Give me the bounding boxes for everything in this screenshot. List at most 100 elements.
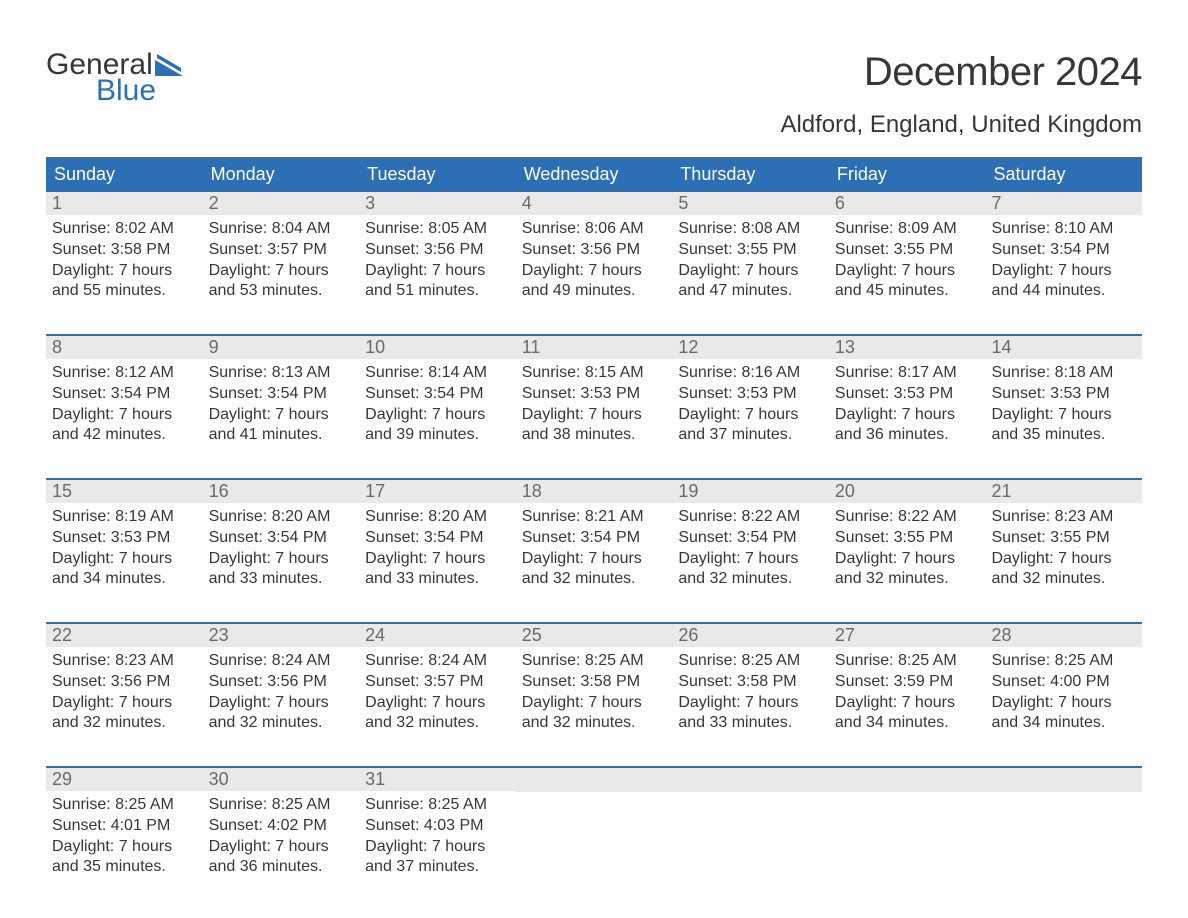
- day-body: Sunrise: 8:02 AMSunset: 3:58 PMDaylight:…: [46, 215, 203, 312]
- day-d1-line: Daylight: 7 hours: [52, 405, 197, 426]
- day-cell: [672, 768, 829, 900]
- day-d1-line: Daylight: 7 hours: [52, 693, 197, 714]
- dow-cell: Saturday: [985, 157, 1142, 192]
- day-body: Sunrise: 8:24 AMSunset: 3:57 PMDaylight:…: [359, 647, 516, 744]
- day-number: 31: [365, 769, 385, 789]
- day-number-bar: 4: [516, 192, 673, 215]
- day-body: Sunrise: 8:23 AMSunset: 3:56 PMDaylight:…: [46, 647, 203, 744]
- day-sunrise-line: Sunrise: 8:25 AM: [991, 651, 1136, 672]
- day-sunset-line: Sunset: 4:03 PM: [365, 816, 510, 837]
- day-sunrise-line: Sunrise: 8:06 AM: [522, 219, 667, 240]
- day-number-bar: 8: [46, 336, 203, 359]
- day-number: 30: [209, 769, 229, 789]
- day-cell: 18Sunrise: 8:21 AMSunset: 3:54 PMDayligh…: [516, 480, 673, 612]
- day-d1-line: Daylight: 7 hours: [209, 693, 354, 714]
- day-d1-line: Daylight: 7 hours: [365, 693, 510, 714]
- location-subtitle: Aldford, England, United Kingdom: [780, 111, 1142, 139]
- day-number: 23: [209, 625, 229, 645]
- day-d1-line: Daylight: 7 hours: [835, 549, 980, 570]
- day-number-bar: 17: [359, 480, 516, 503]
- day-d1-line: Daylight: 7 hours: [522, 405, 667, 426]
- day-cell: 19Sunrise: 8:22 AMSunset: 3:54 PMDayligh…: [672, 480, 829, 612]
- header: General Blue December 2024 Aldford, Engl…: [46, 50, 1142, 151]
- day-sunset-line: Sunset: 3:58 PM: [52, 240, 197, 261]
- day-sunrise-line: Sunrise: 8:23 AM: [52, 651, 197, 672]
- day-cell: 14Sunrise: 8:18 AMSunset: 3:53 PMDayligh…: [985, 336, 1142, 468]
- day-body: Sunrise: 8:06 AMSunset: 3:56 PMDaylight:…: [516, 215, 673, 312]
- day-body: Sunrise: 8:25 AMSunset: 3:58 PMDaylight:…: [516, 647, 673, 744]
- day-cell: 6Sunrise: 8:09 AMSunset: 3:55 PMDaylight…: [829, 192, 986, 324]
- day-cell: 24Sunrise: 8:24 AMSunset: 3:57 PMDayligh…: [359, 624, 516, 756]
- day-d2-line: and 41 minutes.: [209, 425, 354, 446]
- day-body: Sunrise: 8:14 AMSunset: 3:54 PMDaylight:…: [359, 359, 516, 456]
- day-sunset-line: Sunset: 4:02 PM: [209, 816, 354, 837]
- day-cell: 11Sunrise: 8:15 AMSunset: 3:53 PMDayligh…: [516, 336, 673, 468]
- day-body: Sunrise: 8:25 AMSunset: 4:01 PMDaylight:…: [46, 791, 203, 888]
- day-cell: [985, 768, 1142, 900]
- day-number-bar: 15: [46, 480, 203, 503]
- day-cell: 17Sunrise: 8:20 AMSunset: 3:54 PMDayligh…: [359, 480, 516, 612]
- day-d1-line: Daylight: 7 hours: [678, 261, 823, 282]
- day-number: 7: [991, 193, 1001, 213]
- day-sunset-line: Sunset: 3:58 PM: [522, 672, 667, 693]
- day-d2-line: and 53 minutes.: [209, 281, 354, 302]
- day-d1-line: Daylight: 7 hours: [365, 549, 510, 570]
- day-d2-line: and 35 minutes.: [991, 425, 1136, 446]
- day-sunset-line: Sunset: 3:56 PM: [52, 672, 197, 693]
- day-sunrise-line: Sunrise: 8:09 AM: [835, 219, 980, 240]
- day-sunset-line: Sunset: 3:55 PM: [991, 528, 1136, 549]
- day-sunrise-line: Sunrise: 8:20 AM: [209, 507, 354, 528]
- day-number-bar: 22: [46, 624, 203, 647]
- day-cell: 8Sunrise: 8:12 AMSunset: 3:54 PMDaylight…: [46, 336, 203, 468]
- day-sunrise-line: Sunrise: 8:25 AM: [678, 651, 823, 672]
- day-sunset-line: Sunset: 3:57 PM: [365, 672, 510, 693]
- day-d2-line: and 39 minutes.: [365, 425, 510, 446]
- day-d1-line: Daylight: 7 hours: [52, 549, 197, 570]
- day-d1-line: Daylight: 7 hours: [678, 549, 823, 570]
- day-cell: 16Sunrise: 8:20 AMSunset: 3:54 PMDayligh…: [203, 480, 360, 612]
- week-row: 15Sunrise: 8:19 AMSunset: 3:53 PMDayligh…: [46, 478, 1142, 612]
- day-number: 4: [522, 193, 532, 213]
- day-cell: 21Sunrise: 8:23 AMSunset: 3:55 PMDayligh…: [985, 480, 1142, 612]
- day-number-bar: 18: [516, 480, 673, 503]
- day-d2-line: and 38 minutes.: [522, 425, 667, 446]
- day-d1-line: Daylight: 7 hours: [991, 261, 1136, 282]
- day-number: 27: [835, 625, 855, 645]
- day-number: 2: [209, 193, 219, 213]
- day-body: Sunrise: 8:20 AMSunset: 3:54 PMDaylight:…: [359, 503, 516, 600]
- day-cell: 23Sunrise: 8:24 AMSunset: 3:56 PMDayligh…: [203, 624, 360, 756]
- day-d1-line: Daylight: 7 hours: [209, 837, 354, 858]
- day-cell: [516, 768, 673, 900]
- day-of-week-header: SundayMondayTuesdayWednesdayThursdayFrid…: [46, 157, 1142, 192]
- day-d2-line: and 34 minutes.: [835, 713, 980, 734]
- day-d1-line: Daylight: 7 hours: [991, 549, 1136, 570]
- day-sunrise-line: Sunrise: 8:25 AM: [835, 651, 980, 672]
- day-cell: 4Sunrise: 8:06 AMSunset: 3:56 PMDaylight…: [516, 192, 673, 324]
- day-d1-line: Daylight: 7 hours: [835, 405, 980, 426]
- day-number: 12: [678, 337, 698, 357]
- day-cell: 1Sunrise: 8:02 AMSunset: 3:58 PMDaylight…: [46, 192, 203, 324]
- day-sunrise-line: Sunrise: 8:24 AM: [365, 651, 510, 672]
- day-sunset-line: Sunset: 3:54 PM: [365, 528, 510, 549]
- week-row: 1Sunrise: 8:02 AMSunset: 3:58 PMDaylight…: [46, 192, 1142, 324]
- day-number: 24: [365, 625, 385, 645]
- day-cell: 28Sunrise: 8:25 AMSunset: 4:00 PMDayligh…: [985, 624, 1142, 756]
- day-number: 13: [835, 337, 855, 357]
- day-d1-line: Daylight: 7 hours: [522, 693, 667, 714]
- day-sunset-line: Sunset: 4:00 PM: [991, 672, 1136, 693]
- day-sunrise-line: Sunrise: 8:25 AM: [209, 795, 354, 816]
- day-number: 20: [835, 481, 855, 501]
- day-sunset-line: Sunset: 3:54 PM: [209, 384, 354, 405]
- day-cell: 25Sunrise: 8:25 AMSunset: 3:58 PMDayligh…: [516, 624, 673, 756]
- day-sunrise-line: Sunrise: 8:13 AM: [209, 363, 354, 384]
- logo: General Blue: [46, 50, 185, 106]
- day-number: 19: [678, 481, 698, 501]
- day-number-bar: 19: [672, 480, 829, 503]
- day-number: 1: [52, 193, 62, 213]
- day-number-bar: 25: [516, 624, 673, 647]
- day-d2-line: and 36 minutes.: [835, 425, 980, 446]
- day-sunrise-line: Sunrise: 8:24 AM: [209, 651, 354, 672]
- day-number-bar-empty: [516, 768, 673, 792]
- day-number-bar: 3: [359, 192, 516, 215]
- day-cell: 29Sunrise: 8:25 AMSunset: 4:01 PMDayligh…: [46, 768, 203, 900]
